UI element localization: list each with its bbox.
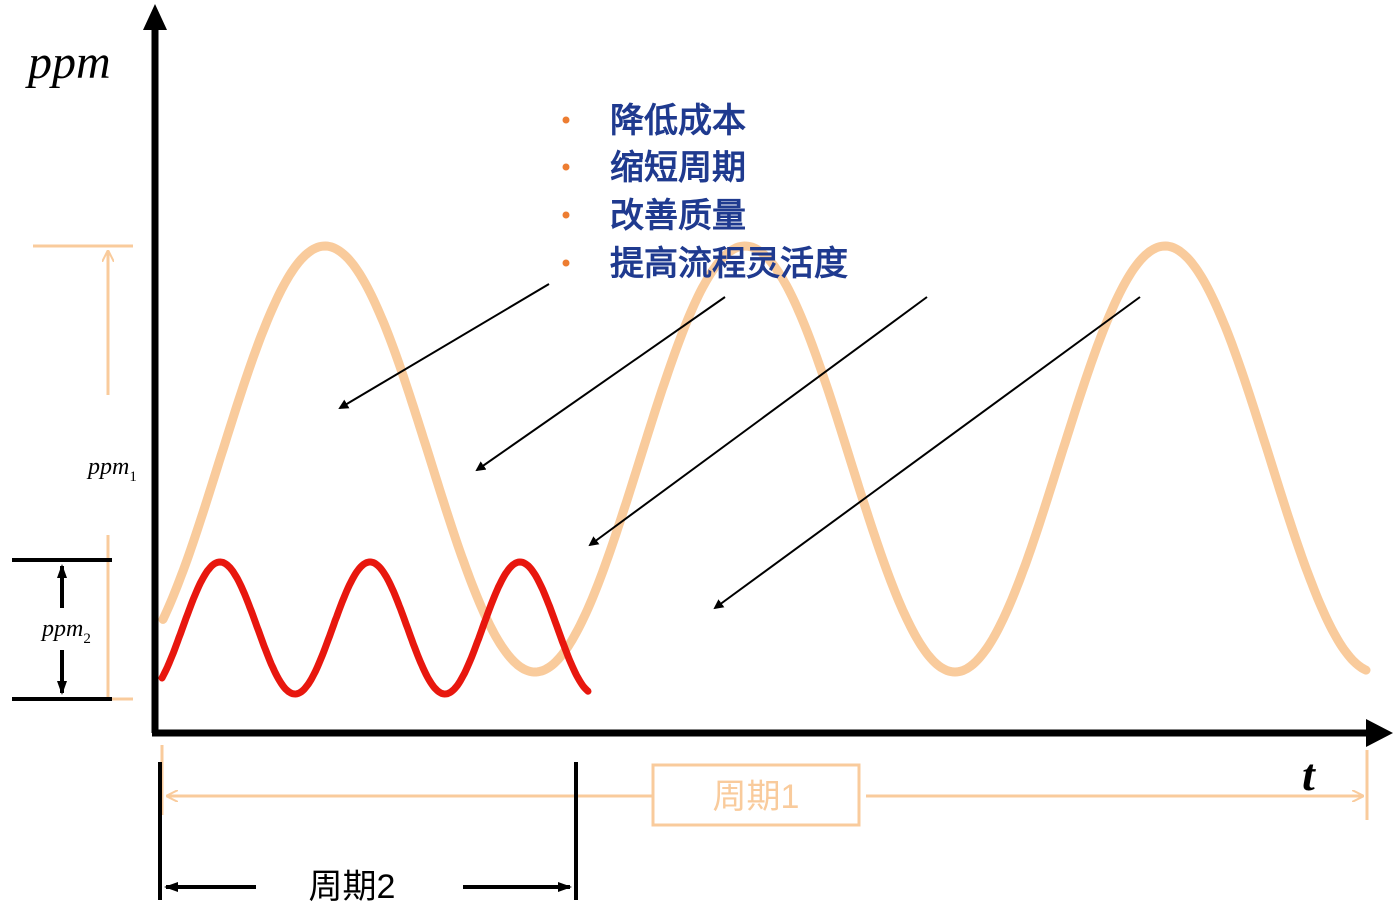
small-wave bbox=[158, 558, 592, 698]
period1-label: 周期1 bbox=[713, 778, 800, 816]
period1-label-box bbox=[651, 763, 861, 827]
bullet-item-2: 缩短周期 bbox=[610, 148, 746, 188]
pointer-arrow-4 bbox=[713, 296, 1141, 610]
large-wave bbox=[158, 241, 1371, 677]
bullet-item-1: 降低成本 bbox=[610, 101, 746, 141]
period2-label: 周期2 bbox=[309, 868, 396, 905]
bullet-item-4: 提高流程灵活度 bbox=[610, 244, 848, 284]
bullet-dot bbox=[562, 259, 570, 267]
ppm1-label: ppm1 bbox=[86, 454, 137, 485]
pointer-arrow-3 bbox=[588, 296, 928, 547]
bullet-item-3: 改善质量 bbox=[610, 196, 746, 236]
bullet-dot bbox=[562, 211, 570, 219]
benefit-list: 降低成本 缩短周期 改善质量 提高流程灵活度 bbox=[562, 101, 848, 284]
pointer-arrow-2 bbox=[475, 296, 726, 472]
bullet-dot bbox=[562, 116, 570, 124]
y-axis-label: ppm bbox=[25, 36, 111, 89]
y-axis-arrowhead bbox=[143, 4, 167, 30]
bullet-dot bbox=[562, 163, 570, 171]
ppm2-label: ppm2 bbox=[40, 616, 91, 647]
x-axis-arrowhead bbox=[1366, 719, 1393, 747]
x-axis-label: t bbox=[1302, 749, 1316, 800]
pointer-arrow-1 bbox=[338, 283, 550, 410]
